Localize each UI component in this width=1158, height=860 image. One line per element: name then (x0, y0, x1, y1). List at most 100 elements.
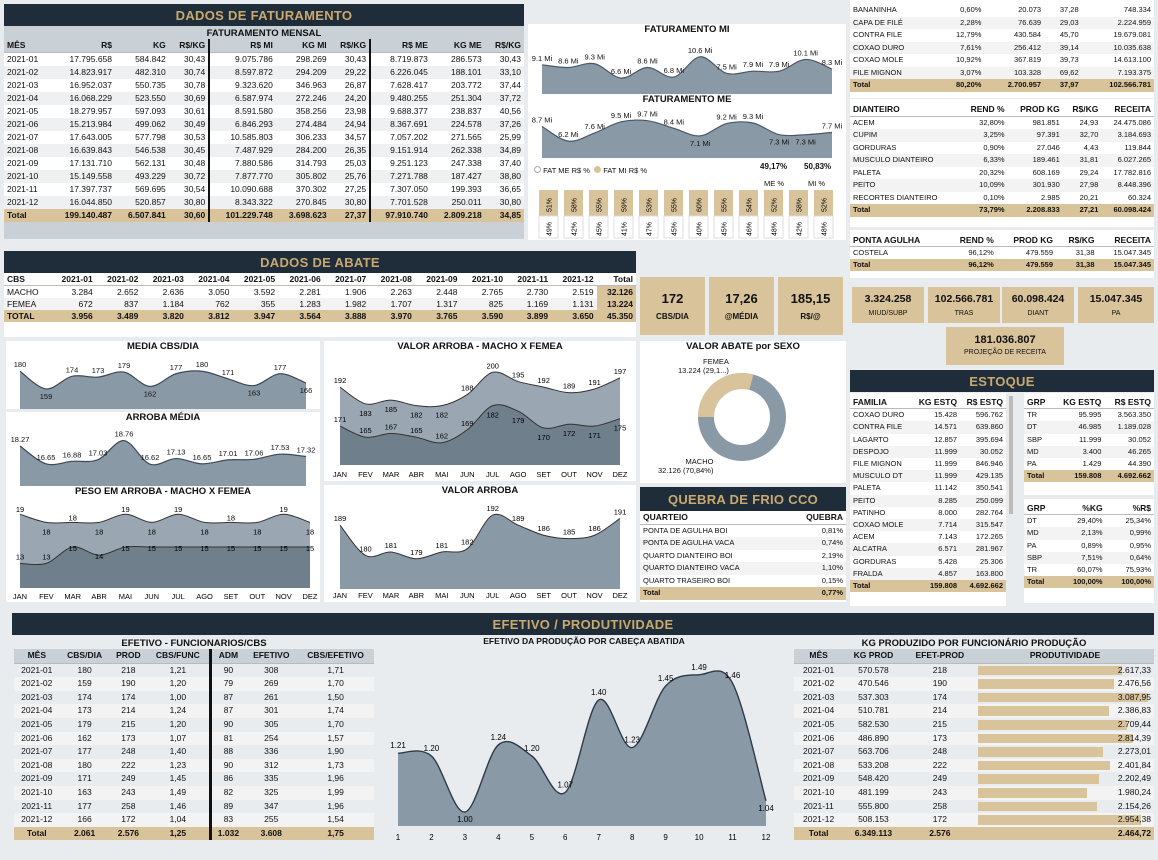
column-header[interactable]: EFETIVO (245, 649, 298, 664)
table-cell: PA (1027, 540, 1037, 550)
column-header[interactable]: GRP (1024, 396, 1053, 410)
column-header[interactable]: 2021-02 (95, 273, 142, 286)
mi-pct-bar[interactable] (564, 190, 583, 216)
column-header[interactable]: PRODUTIVIDADE (976, 649, 1154, 664)
mi-pct-bar[interactable] (714, 190, 733, 216)
table-cell: 2.519 (572, 287, 594, 297)
column-header[interactable]: QUARTEIO (640, 511, 786, 525)
me-pct-label: 40% (697, 222, 704, 236)
me-pct-bar[interactable] (563, 215, 584, 239)
mi-pct-bar[interactable] (789, 190, 808, 216)
table-cell: 2021-05 (803, 718, 835, 729)
column-header[interactable]: DIANTEIRO (850, 103, 960, 117)
column-header[interactable]: CBS/EFETIVO (297, 649, 374, 664)
me-pct-bar[interactable] (713, 215, 734, 239)
column-header[interactable]: EFET-PROD (903, 649, 976, 664)
column-header[interactable]: PROD (109, 649, 148, 664)
column-header[interactable]: Total (596, 273, 636, 286)
sexo-panel: VALOR ABATE por SEXO FEMEA 13.224 (29,1..… (640, 341, 846, 483)
table-cell: 3.970 (369, 310, 415, 322)
column-header[interactable]: 2021-06 (278, 273, 324, 286)
column-header[interactable]: 2021-07 (323, 273, 370, 286)
column-header[interactable]: 2021-05 (232, 273, 279, 286)
productivity-value: 2.154,26 (1117, 800, 1151, 811)
table-cell: 301 (245, 704, 298, 718)
column-header[interactable]: R$ (49, 39, 116, 53)
me-pct-bar[interactable] (663, 215, 684, 239)
table-cell: 189.461 (1007, 154, 1063, 167)
mi-pct-bar[interactable] (539, 190, 558, 216)
estoque-scrollbar[interactable] (1009, 396, 1013, 514)
column-header[interactable]: R$ ESTQ (960, 396, 1006, 410)
projecao-card: 181.036.807 PROJEÇÃO DE RECEITA (946, 327, 1064, 365)
column-header[interactable]: 2021-03 (141, 273, 187, 286)
column-header[interactable]: CBS/FUNC (147, 649, 211, 664)
mi-pct-bar[interactable] (689, 190, 708, 216)
column-header[interactable]: FAMILIA (850, 396, 913, 410)
column-header[interactable]: 2021-10 (460, 273, 507, 286)
mi-pct-bar[interactable] (589, 190, 608, 216)
table-row: BANANINHA 0,60% 20.073 37,28 748.334 (850, 4, 1154, 17)
table-cell: 87 (208, 690, 246, 705)
column-header[interactable]: R$/KG (1062, 103, 1102, 117)
column-header[interactable]: KG ESTQ (912, 396, 961, 410)
column-header[interactable]: 2021-09 (414, 273, 461, 286)
me-pct-bar[interactable] (813, 215, 834, 239)
column-header[interactable]: 2021-12 (551, 273, 597, 286)
femea-slice[interactable] (698, 373, 786, 461)
me-pct-bar[interactable] (688, 215, 709, 239)
column-header[interactable]: ADM (208, 649, 246, 664)
column-header[interactable]: KG (115, 39, 169, 53)
column-header[interactable]: R$/KG (168, 39, 210, 53)
column-header[interactable]: PONTA AGULHA (850, 234, 945, 247)
mi-pct-bar[interactable] (764, 190, 783, 216)
column-header[interactable]: MÊS (4, 39, 50, 53)
mi-pct-bar[interactable] (664, 190, 683, 216)
column-header[interactable]: 2021-11 (506, 273, 552, 286)
column-header[interactable]: GRP (1024, 502, 1058, 516)
me-pct-bar[interactable] (788, 215, 809, 239)
column-header[interactable]: 2021-08 (369, 273, 415, 286)
column-header[interactable]: R$ ME (369, 39, 431, 53)
column-header[interactable]: R$ MI (208, 39, 276, 53)
column-header[interactable]: %R$ (1105, 502, 1154, 516)
column-header[interactable]: CBS/DIA (59, 649, 110, 664)
me-pct-bar[interactable] (613, 215, 634, 239)
column-header[interactable]: %KG (1057, 502, 1106, 516)
column-header[interactable]: 2021-01 (50, 273, 96, 286)
column-header[interactable]: REND % (959, 103, 1008, 117)
table-cell: 1,50 (327, 691, 344, 702)
me-pct-bar[interactable] (763, 215, 784, 239)
column-header[interactable]: REND % (944, 234, 997, 247)
column-header[interactable]: 2021-04 (186, 273, 233, 286)
me-pct-bar[interactable] (588, 215, 609, 239)
column-header[interactable]: R$/KG (329, 39, 371, 53)
data-label: 16.65 (37, 453, 56, 462)
column-header[interactable]: QUEBRA (785, 511, 846, 525)
table-cell: 0,64% (1105, 551, 1154, 565)
column-header[interactable]: KG PROD (843, 649, 904, 664)
column-header[interactable]: MÊS (14, 649, 60, 664)
column-header[interactable]: PROD KG (1007, 103, 1063, 117)
mi-pct-bar[interactable] (739, 190, 758, 216)
column-header[interactable]: KG ESTQ (1052, 396, 1105, 410)
column-header[interactable]: PROD KG (996, 234, 1057, 247)
table-cell: 1.184 (141, 298, 187, 310)
column-header[interactable]: KG ME (430, 39, 485, 53)
column-header[interactable]: CBS (4, 273, 51, 286)
me-pct-bar[interactable] (738, 215, 759, 239)
x-tick-label: DEZ (613, 470, 628, 479)
mi-pct-bar[interactable] (814, 190, 833, 216)
mi-pct-bar[interactable] (614, 190, 633, 216)
mi-pct-bar[interactable] (639, 190, 658, 216)
column-header[interactable]: R$/KG (1056, 234, 1098, 247)
column-header[interactable]: MÊS (794, 649, 844, 664)
table-cell: 3.947 (232, 310, 279, 322)
column-header[interactable]: R$ ESTQ (1104, 396, 1154, 410)
column-header[interactable]: RECEITA (1101, 103, 1154, 117)
me-pct-bar[interactable] (638, 215, 659, 239)
me-pct-bar[interactable] (538, 215, 559, 239)
column-header[interactable]: KG MI (275, 39, 330, 53)
column-header[interactable]: RECEITA (1097, 234, 1154, 247)
column-header[interactable]: R$/KG (484, 39, 524, 53)
